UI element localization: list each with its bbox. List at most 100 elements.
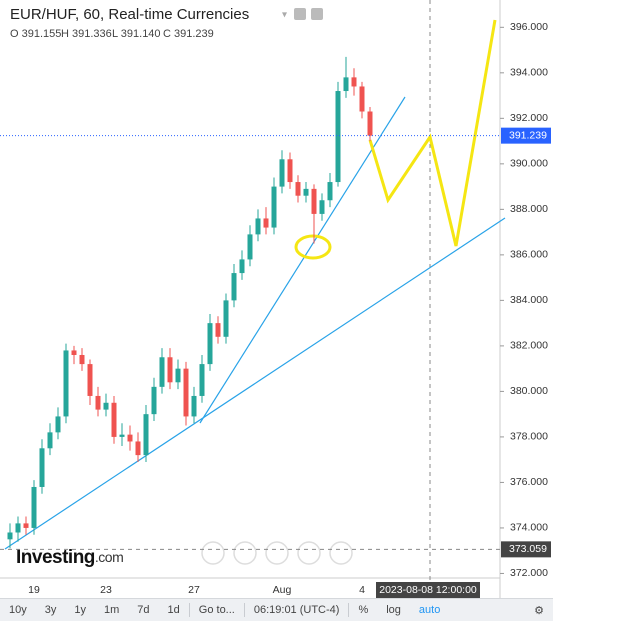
candle-body	[103, 402, 109, 410]
x-tick-label: 23	[100, 584, 112, 596]
chart: EUR/HUF, 60, Real-time Currencies ▾ O 39…	[0, 0, 551, 598]
y-tick-label: 372.000	[510, 567, 548, 579]
candle-body	[71, 350, 77, 355]
candle-body	[183, 368, 189, 417]
candle-body	[271, 186, 277, 228]
candle-body	[191, 395, 197, 417]
candle-body	[351, 77, 357, 87]
separator	[188, 603, 190, 617]
candle-body	[279, 159, 285, 187]
candle-body	[215, 323, 221, 337]
candle-body	[367, 111, 373, 136]
y-tick-label: 384.000	[510, 294, 548, 306]
ohlc-value: 391.336	[72, 28, 112, 40]
scroll-left[interactable]	[201, 541, 225, 565]
scroll-right[interactable]	[329, 541, 353, 565]
y-tick-label: 388.000	[510, 203, 548, 215]
crosshair-y-box	[501, 541, 551, 558]
y-tick-label: 390.000	[510, 158, 548, 170]
candle-body	[207, 323, 213, 365]
trend-line	[4, 217, 506, 550]
candle-body	[327, 182, 333, 201]
separator	[243, 603, 245, 617]
toolbar-button[interactable]: 06:19:01 (UTC-4)	[253, 604, 340, 616]
candle-body	[335, 91, 341, 183]
ohlc-item: C 391.239	[163, 28, 214, 40]
last-price-label: 391.239	[509, 129, 547, 141]
candle-body	[143, 414, 149, 456]
candle-body	[199, 364, 205, 396]
candle-body	[151, 386, 157, 415]
highlight-ellipse	[294, 234, 332, 260]
x-tick-label: Aug	[273, 584, 292, 596]
toolbar-button[interactable]: 7d	[137, 604, 150, 616]
x-tick-label: 4	[359, 584, 365, 596]
x-tick-label: 27	[188, 584, 200, 596]
toolbar-button[interactable]: 1d	[167, 604, 180, 616]
candle-body	[39, 448, 45, 487]
candle-body	[23, 523, 29, 528]
candle-body	[295, 182, 301, 196]
candle-body	[255, 218, 261, 235]
projection-zigzag	[368, 19, 497, 247]
separator	[348, 603, 350, 617]
ohlc-value: 391.155	[22, 28, 62, 40]
ohlc-value: 391.239	[174, 28, 214, 40]
ohlc-value: 391.140	[121, 28, 161, 40]
settings-icon[interactable]	[294, 8, 306, 20]
candle-body	[7, 532, 13, 540]
candle-body	[111, 402, 117, 437]
toolbar-button[interactable]: 3y	[44, 604, 57, 616]
x-tick-label: 19	[28, 584, 40, 596]
candle-body	[135, 441, 141, 456]
logo-main: Investing	[16, 547, 95, 568]
toolbar-button[interactable]: Go to...	[198, 604, 235, 616]
candle-body	[319, 200, 325, 214]
y-tick-label: 374.000	[510, 522, 548, 534]
zoom-out[interactable]	[233, 541, 257, 565]
ohlc-item: O 391.155	[10, 28, 61, 40]
toolbar-button[interactable]: %	[358, 604, 369, 616]
crosshair-x-label: 2023-08-08 12:00:00	[379, 584, 477, 596]
y-tick-label: 376.000	[510, 476, 548, 488]
candle-body	[63, 350, 69, 417]
candle-body	[311, 188, 317, 214]
ohlc-item: L 391.140	[112, 28, 161, 40]
y-tick-label: 382.000	[510, 340, 548, 352]
candle-body	[359, 86, 365, 112]
last-price-box	[501, 127, 551, 144]
title-menu[interactable]: ▾	[282, 10, 287, 21]
settings-button[interactable]: ⚙	[534, 604, 544, 617]
toolbar-button[interactable]: 10y	[9, 604, 27, 616]
close-icon[interactable]	[311, 8, 323, 20]
toolbar-button[interactable]: auto	[418, 604, 441, 616]
crosshair-y-label: 373.059	[509, 543, 547, 555]
logo: Investing.com	[16, 547, 123, 568]
ohlc-item: H 391.336	[61, 28, 112, 40]
ohlc-key: L	[112, 28, 118, 40]
ohlc-key: C	[163, 28, 171, 40]
toolbar-button[interactable]: 1y	[74, 604, 86, 616]
candle-body	[287, 159, 293, 183]
trend-line	[199, 96, 406, 424]
chart-title: EUR/HUF, 60, Real-time Currencies	[10, 6, 249, 23]
y-tick-label: 386.000	[510, 249, 548, 261]
candle-body	[247, 234, 253, 260]
candle-body	[343, 77, 349, 92]
toolbar-button[interactable]: log	[386, 604, 401, 616]
reset[interactable]	[265, 541, 289, 565]
zoom-in[interactable]	[297, 541, 321, 565]
y-tick-label: 396.000	[510, 21, 548, 33]
logo-suffix: .com	[95, 549, 123, 565]
candle-body	[175, 368, 181, 383]
candle-body	[159, 357, 165, 387]
ohlc-key: H	[61, 28, 69, 40]
y-tick-label: 394.000	[510, 67, 548, 79]
toolbar-button[interactable]: 1m	[104, 604, 120, 616]
candle-body	[223, 300, 229, 337]
candle-body	[15, 523, 21, 533]
candle-body	[95, 395, 101, 410]
candle-body	[55, 416, 61, 433]
y-tick-label: 378.000	[510, 431, 548, 443]
